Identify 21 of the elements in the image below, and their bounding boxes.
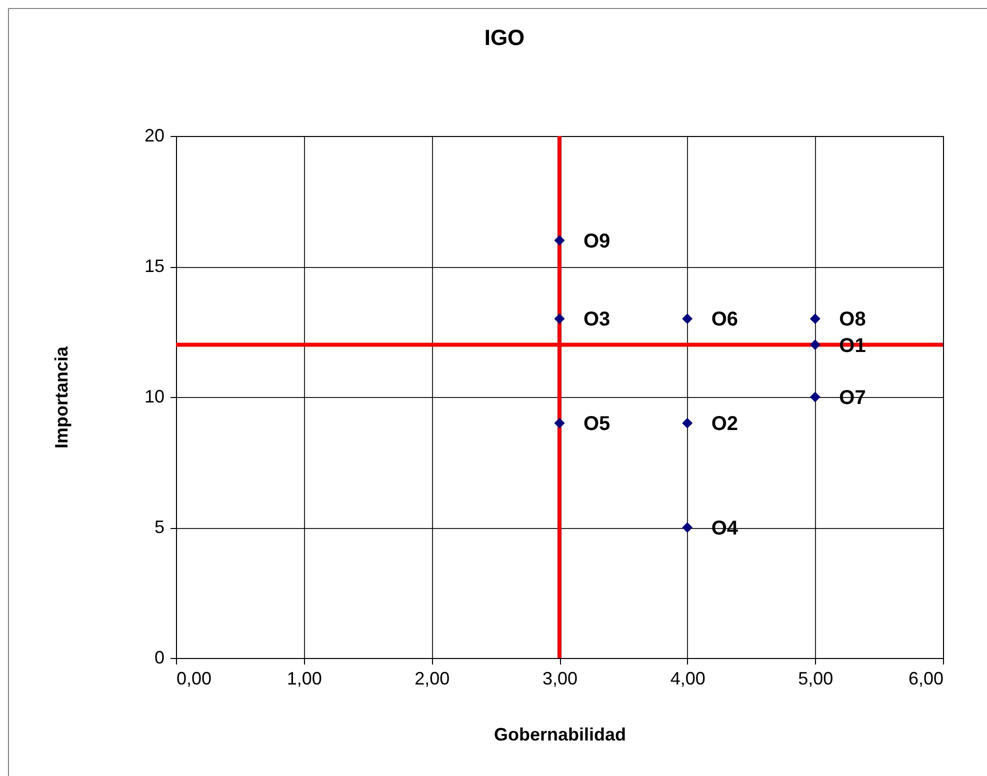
x-tick-label: 1,00 <box>286 668 322 688</box>
y-tick-label: 5 <box>154 517 164 537</box>
annotation: O3 <box>584 308 610 331</box>
y-tick-label: 10 <box>144 386 164 406</box>
y-axis-title: Importancia <box>52 346 72 449</box>
chart-title: IGO <box>484 25 525 50</box>
x-tick-label: 6,00 <box>908 668 944 688</box>
x-tick-label: 2,00 <box>414 668 450 688</box>
y-tick-label: 15 <box>144 256 164 276</box>
y-tick-label: 20 <box>144 126 164 146</box>
annotation: O2 <box>711 413 738 436</box>
x-tick-label: 4,00 <box>670 668 706 688</box>
x-axis-title: Gobernabilidad <box>494 724 626 744</box>
annotation: O8 <box>839 308 866 331</box>
annotation: O6 <box>711 308 738 331</box>
x-tick-label: 5,00 <box>798 668 834 688</box>
annotation: O5 <box>584 413 610 436</box>
x-tick-label: 0,00 <box>176 668 212 688</box>
annotation: O9 <box>584 230 610 252</box>
x-tick-label: 3,00 <box>542 668 578 688</box>
y-tick-label: 0 <box>154 648 164 668</box>
